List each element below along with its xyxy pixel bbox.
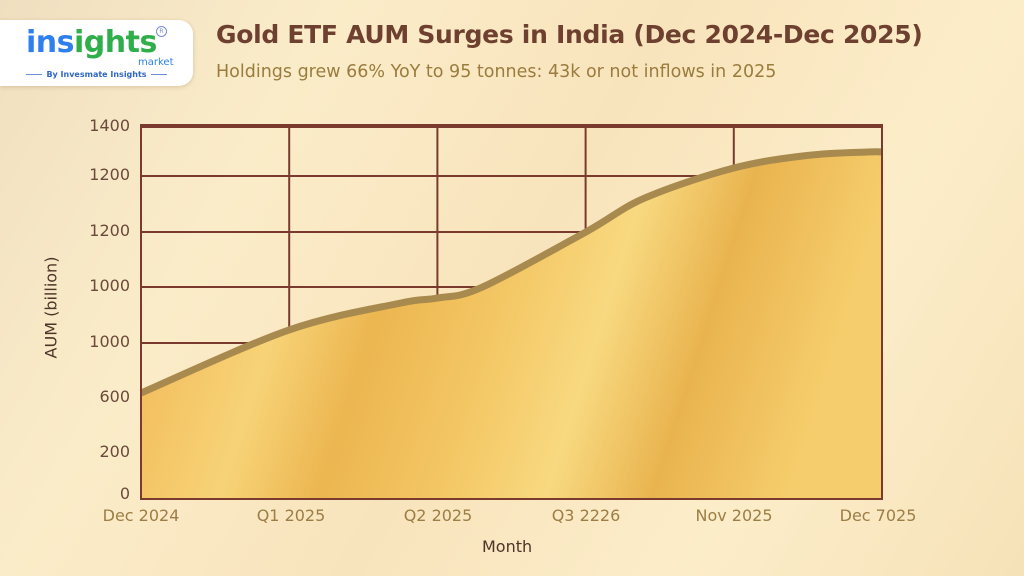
logo-sub: market — [138, 57, 174, 68]
x-tick-label: Q1 2025 — [256, 506, 326, 525]
logo-word-part1: ins — [26, 25, 75, 60]
x-tick-label: Nov 2025 — [695, 506, 773, 525]
y-tick-label: 200 — [99, 442, 130, 461]
chart-title: Gold ETF AUM Surges in India (Dec 2024-D… — [216, 20, 923, 49]
area-fill — [141, 151, 882, 499]
x-tick-label: Q3 2226 — [551, 506, 621, 525]
logo-word-part2: ights — [74, 25, 157, 60]
brand-logo: insights R market By Invesmate Insights — [0, 20, 193, 86]
logo-wordmark: insights — [26, 26, 157, 60]
y-tick-label: 1000 — [89, 332, 130, 351]
x-tick-label: Q2 2025 — [403, 506, 473, 525]
y-tick-label: 600 — [99, 387, 130, 406]
logo-byline: By Invesmate Insights — [0, 70, 193, 79]
x-tick-label: Dec 2024 — [102, 506, 180, 525]
series-line — [139, 148, 883, 397]
y-tick-label: 0 — [119, 484, 130, 503]
registered-mark-icon: R — [156, 26, 167, 37]
y-axis-title: AUM (billion) — [41, 256, 61, 359]
plot-frame — [140, 124, 883, 500]
chart-subtitle: Holdings grew 66% YoY to 95 tonnes: 43k … — [216, 62, 777, 82]
x-axis-title: Month — [482, 537, 533, 556]
y-tick-label: 1400 — [89, 116, 130, 135]
y-tick-label: 1000 — [89, 276, 130, 295]
y-tick-label: 1200 — [89, 165, 130, 184]
y-tick-label: 1200 — [89, 221, 130, 240]
logo-byline-text: By Invesmate Insights — [46, 70, 147, 79]
x-tick-label: Dec 7025 — [839, 506, 917, 525]
